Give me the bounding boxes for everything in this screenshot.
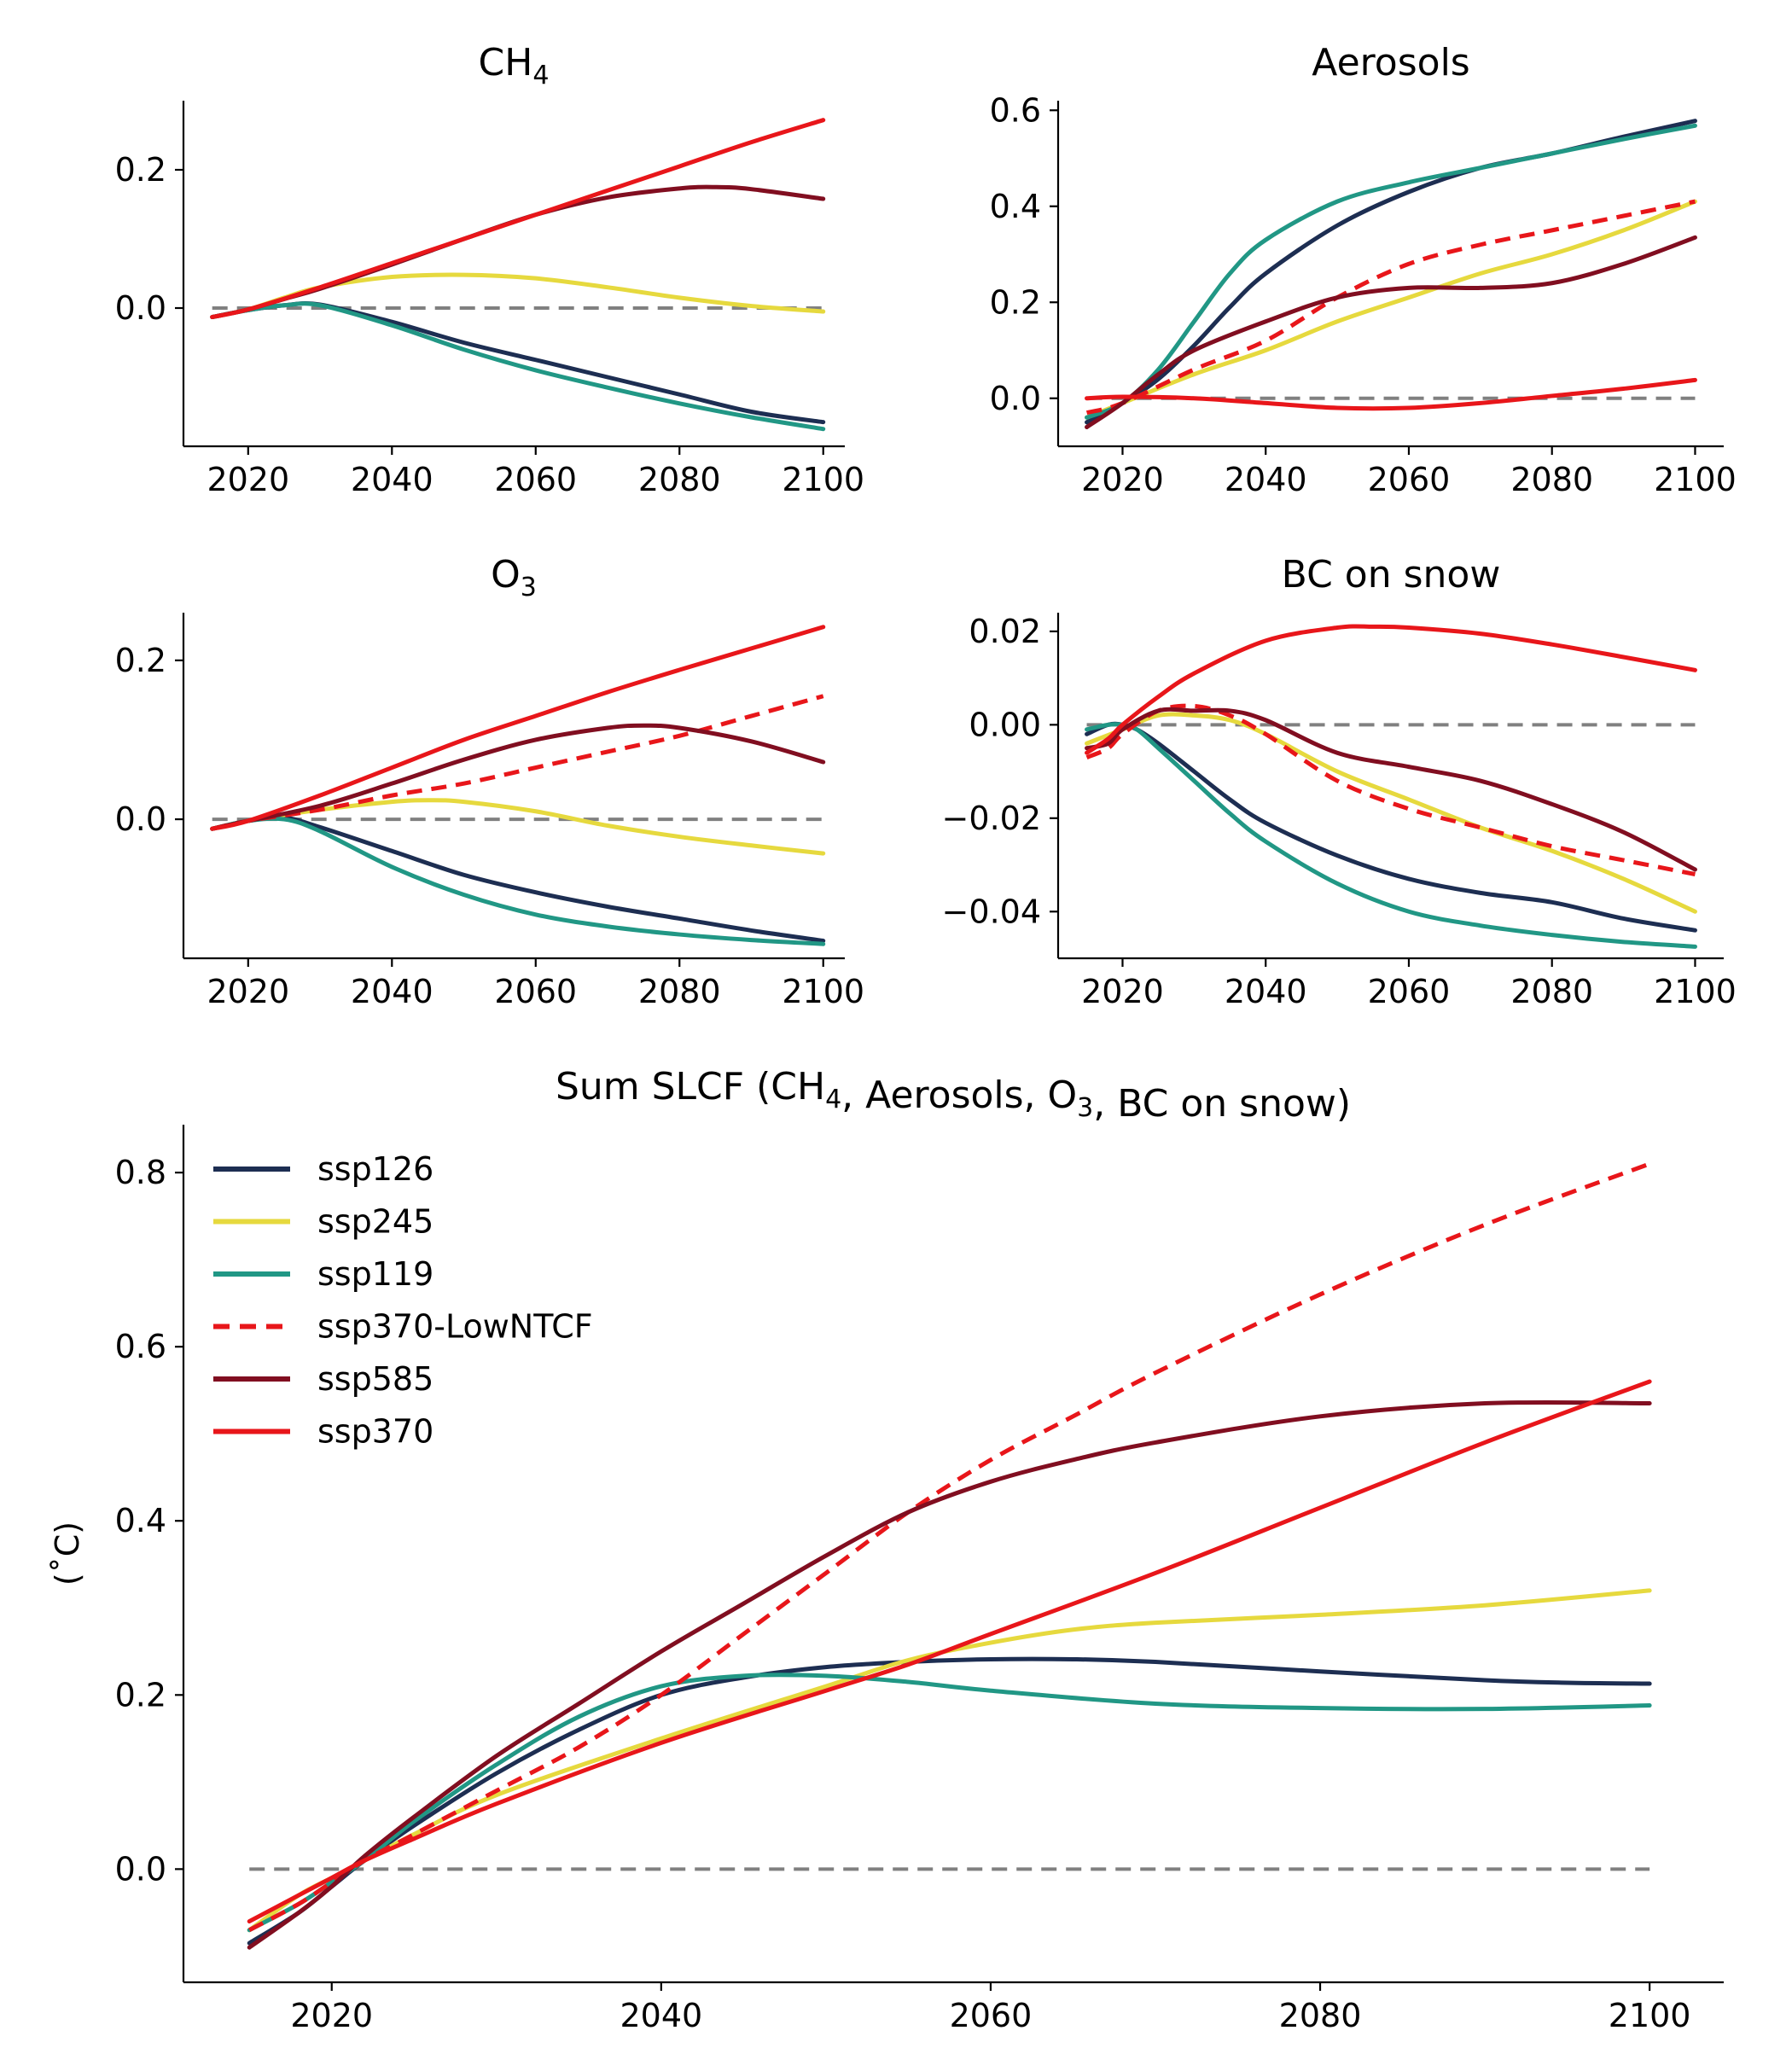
series-group-ch4 [210,118,826,432]
legend-label-ssp245: ssp245 [317,1203,433,1241]
legend-label-ssp126: ssp126 [317,1150,433,1188]
y-tick-label-ch4: 0.0 [115,289,166,327]
x-tick-label-o3: 2040 [351,973,433,1010]
legend-label-ssp370: ssp370 [317,1413,433,1451]
legend-entry-ssp126: ssp126 [213,1150,433,1188]
y-tick-label-bc-snow: −0.02 [942,800,1041,837]
x-tick-label-sum-slcf: 2100 [1609,1997,1691,2034]
y-tick-label-sum-slcf: 0.4 [115,1502,166,1539]
x-tick-label-ch4: 2060 [494,461,577,498]
x-tick-label-aerosols: 2100 [1654,461,1737,498]
series-line-ssp370-aerosols [1085,377,1697,411]
x-tick-label-sum-slcf: 2020 [290,1997,373,2034]
series-line-ssp119-aerosols [1085,123,1697,420]
x-tick-label-sum-slcf: 2060 [950,1997,1033,2034]
x-tick-label-sum-slcf: 2040 [620,1997,702,2034]
series-group-sum-slcf [247,1161,1652,1950]
series-line-ssp245-aerosols [1085,199,1697,420]
series-line-ssp370-LowNTCF-aerosols [1085,199,1696,416]
y-tick-label-aerosols: 0.0 [990,380,1041,417]
x-tick-label-aerosols: 2020 [1081,461,1164,498]
y-axis-label-sum-slcf: (˚C) [49,1521,86,1585]
series-line-ssp245-o3 [210,798,826,856]
y-tick-label-sum-slcf: 0.8 [115,1154,166,1191]
series-line-ssp370-o3 [210,625,826,831]
series-line-ssp370-LowNTCF-o3 [212,694,824,831]
panel-title-sum-slcf: Sum SLCF (CH4, Aerosols, O3, BC on snow) [556,1065,1351,1126]
legend-label-ssp119: ssp119 [317,1255,433,1293]
x-tick-label-aerosols: 2040 [1225,461,1307,498]
legend-entry-ssp585: ssp585 [213,1360,433,1398]
panel-title-aerosols: Aerosols [1312,41,1469,84]
series-line-ssp245-bc-snow [1085,712,1697,914]
x-tick-label-aerosols: 2060 [1368,461,1451,498]
series-line-ssp585-o3 [210,723,826,831]
panel-aerosols: Aerosols 2020 2040 2060 2080 2100 0.0 0.2 0.4 0.6 [990,41,1737,498]
legend-label-ssp370-LowNTCF: ssp370-LowNTCF [317,1308,593,1346]
panel-sum-slcf: Sum SLCF (CH4, Aerosols, O3, BC on snow)… [49,1065,1724,2034]
y-tick-label-sum-slcf: 0.0 [115,1850,166,1888]
series-group-o3 [210,625,826,946]
x-tick-label-aerosols: 2080 [1510,461,1593,498]
legend-entry-ssp245: ssp245 [213,1203,433,1241]
y-tick-label-bc-snow: −0.04 [942,893,1041,930]
x-tick-label-o3: 2060 [494,973,577,1010]
x-tick-label-sum-slcf: 2080 [1279,1997,1362,2034]
legend-entry-ssp119: ssp119 [213,1255,433,1293]
y-tick-label-bc-snow: 0.02 [969,613,1041,650]
x-tick-label-bc-snow: 2100 [1654,973,1737,1010]
series-line-ssp370-ch4 [210,118,826,320]
x-tick-label-o3: 2020 [207,973,289,1010]
x-tick-label-bc-snow: 2080 [1510,973,1593,1010]
y-tick-label-o3: 0.2 [115,642,166,679]
y-tick-label-sum-slcf: 0.2 [115,1676,166,1713]
series-line-ssp585-sum-slcf [247,1399,1652,1950]
series-line-ssp585-bc-snow [1085,707,1697,872]
y-tick-label-aerosols: 0.6 [990,91,1041,129]
x-tick-label-ch4: 2040 [351,461,433,498]
series-line-ssp370-bc-snow [1085,624,1697,755]
y-tick-label-aerosols: 0.2 [990,283,1041,321]
series-line-ssp119-o3 [210,816,826,946]
series-group-aerosols [1085,119,1697,429]
x-tick-label-bc-snow: 2040 [1225,973,1307,1010]
panel-ch4: CH4 2020 2040 2060 2080 2100 0.0 0.2 [115,41,865,498]
y-tick-label-ch4: 0.2 [115,151,166,189]
panel-o3: O3 2020 2040 2060 2080 2100 0.0 0.2 [115,553,865,1010]
y-tick-label-bc-snow: 0.00 [969,706,1041,743]
series-line-ssp370-sum-slcf [247,1379,1652,1924]
panel-title-ch4: CH4 [479,41,550,90]
y-tick-label-sum-slcf: 0.6 [115,1328,166,1365]
panel-title-o3: O3 [491,553,537,602]
x-tick-label-bc-snow: 2060 [1368,973,1451,1010]
legend: ssp126 ssp245 ssp119 ssp370-LowNTCF ssp585 ss… [213,1150,593,1451]
x-tick-label-o3: 2080 [638,973,721,1010]
series-group-bc-snow [1085,624,1697,949]
panel-bc-snow: BC on snow 2020 2040 2060 2080 2100 −0.04 −0.02… [942,553,1737,1010]
panel-title-bc-snow: BC on snow [1282,553,1501,596]
y-tick-label-aerosols: 0.4 [990,188,1041,225]
series-line-ssp119-ch4 [210,301,826,432]
series-line-ssp585-aerosols [1085,235,1697,429]
legend-entry-ssp370: ssp370 [213,1413,433,1451]
x-tick-label-o3: 2100 [782,973,864,1010]
x-tick-label-ch4: 2100 [782,461,864,498]
x-tick-label-bc-snow: 2020 [1081,973,1164,1010]
y-tick-label-o3: 0.0 [115,800,166,838]
legend-label-ssp585: ssp585 [317,1360,433,1398]
x-tick-label-ch4: 2080 [638,461,721,498]
legend-entry-ssp370-LowNTCF: ssp370-LowNTCF [213,1308,593,1346]
x-tick-label-ch4: 2020 [207,461,289,498]
